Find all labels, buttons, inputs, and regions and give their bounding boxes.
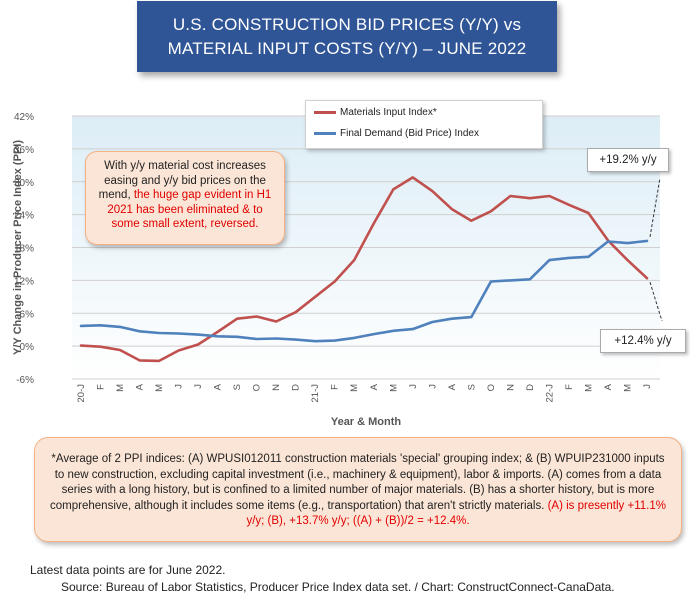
series-line-materials <box>79 176 649 363</box>
legend-label-final-demand: Final Demand (Bid Price) Index <box>340 128 479 139</box>
chart-title-line1: U.S. CONSTRUCTION BID PRICES (Y/Y) vs <box>172 15 522 34</box>
x-tick-label: M <box>349 384 360 392</box>
x-tick-label: O <box>252 384 263 391</box>
x-tick-label: A <box>213 383 224 390</box>
x-tick-label: A <box>603 383 614 390</box>
x-tick-label: S <box>466 384 477 390</box>
y-tick-label: 18% <box>14 244 34 255</box>
y-axis-label: Y/Y Change in Producer Price Index (PPI) <box>12 140 24 355</box>
x-tick-label: A <box>135 383 146 390</box>
x-tick-label: M <box>154 384 165 392</box>
x-tick-label: J <box>427 384 438 389</box>
x-tick-label: M <box>622 384 633 392</box>
x-tick-label: M <box>388 384 399 392</box>
footnote-highlight: (A) is presently +11.1% y/y; (B), +13.7%… <box>246 499 666 528</box>
chart-title-banner: U.S. CONSTRUCTION BID PRICES (Y/Y) vs MA… <box>137 1 557 72</box>
y-tick-label: 42% <box>14 112 34 123</box>
x-tick-label: S <box>232 384 243 390</box>
y-tick-label: -6% <box>16 375 34 386</box>
y-tick-label: 12% <box>14 276 34 287</box>
legend: Materials Input Index* Final Demand (Bid… <box>305 100 543 149</box>
y-tick-label: 24% <box>14 211 34 222</box>
x-tick-label: N <box>505 384 516 391</box>
x-tick-label: J <box>642 384 653 389</box>
x-tick-label: F <box>564 384 575 390</box>
x-tick-label: M <box>583 384 594 392</box>
y-tick-label: 36% <box>14 145 34 156</box>
source-note: Source: Bureau of Labor Statistics, Prod… <box>61 580 615 594</box>
footnote-box: *Average of 2 PPI indices: (A) WPUSI0120… <box>34 437 682 542</box>
legend-item-final-demand: Final Demand (Bid Price) Index <box>314 128 479 139</box>
x-tick-label: F <box>330 384 341 390</box>
x-tick-label: J <box>408 384 419 389</box>
x-tick-label: N <box>271 384 282 391</box>
y-tick-label: 6% <box>20 309 35 320</box>
annotation-note: With y/y material cost increases easing … <box>85 151 285 245</box>
latest-data-note: Latest data points are for June 2022. <box>30 563 226 577</box>
x-tick-label: A <box>447 383 458 390</box>
x-tick-label: F <box>96 384 107 390</box>
x-tick-label: J <box>174 384 185 389</box>
x-tick-label: O <box>486 384 497 391</box>
x-tick-label: 21-J <box>310 384 321 403</box>
x-tick-label: A <box>369 383 380 390</box>
note-text: With y/y material cost increases easing … <box>98 160 266 201</box>
x-tick-label: D <box>291 384 302 391</box>
y-tick-label: 30% <box>14 178 34 189</box>
x-tick-label: D <box>525 384 536 391</box>
footnote-text: *Average of 2 PPI indices: (A) WPUSI0120… <box>50 453 665 512</box>
chart-title-line2: MATERIAL INPUT COSTS (Y/Y) – JUNE 2022 <box>167 39 527 58</box>
legend-swatch-final-demand <box>314 132 336 135</box>
note-highlight: the huge gap evident in H1 2021 has been… <box>107 189 272 230</box>
legend-item-materials: Materials Input Index* <box>314 107 437 118</box>
callout-final-demand: +19.2% y/y <box>587 148 669 172</box>
callout-materials: +12.4% y/y <box>600 329 686 353</box>
series-line-final-demand <box>79 239 649 343</box>
callout-leader-materials <box>649 282 663 322</box>
x-axis-label: Year & Month <box>331 416 402 428</box>
y-tick-label: 0% <box>20 342 35 353</box>
legend-label-materials: Materials Input Index* <box>340 107 437 118</box>
legend-swatch-materials <box>314 111 336 114</box>
x-tick-label: 20-J <box>76 384 87 403</box>
x-tick-label: J <box>193 384 204 389</box>
x-tick-label: 22-J <box>544 384 555 403</box>
x-tick-label: M <box>115 384 126 392</box>
